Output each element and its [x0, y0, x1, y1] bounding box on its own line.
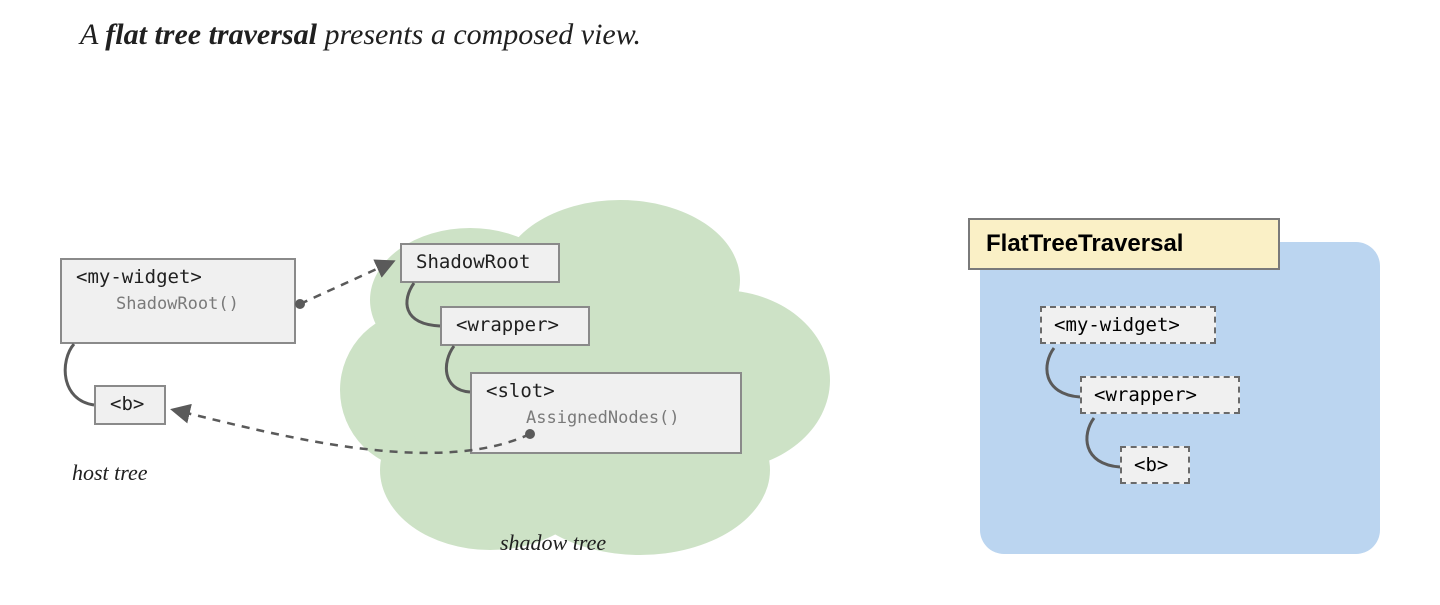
host-my-widget-label: <my-widget> — [76, 266, 202, 288]
host-my-widget-method: ShadowRoot() — [76, 294, 280, 314]
flat-my-widget-node: <my-widget> — [1040, 306, 1216, 344]
shadow-wrapper-label: <wrapper> — [456, 314, 559, 336]
shadow-tree-caption: shadow tree — [500, 530, 606, 556]
heading-bold: flat tree traversal — [105, 18, 317, 51]
host-tree-caption: host tree — [72, 460, 148, 486]
shadow-root-label: ShadowRoot — [416, 251, 530, 273]
host-b-label: <b> — [110, 393, 144, 415]
shadow-slot-node: <slot> AssignedNodes() — [470, 372, 742, 454]
shadow-slot-label: <slot> — [486, 380, 555, 402]
shadow-root-node: ShadowRoot — [400, 243, 560, 283]
edge-root-to-wrapper — [407, 283, 440, 326]
heading-prefix: A — [80, 18, 105, 51]
edge-shadowroot-reference — [295, 262, 392, 309]
host-b-node: <b> — [94, 385, 166, 425]
diagram-stage: A flat tree traversal presents a compose… — [0, 0, 1440, 605]
edge-wrapper-to-slot — [446, 346, 470, 392]
flat-b-node: <b> — [1120, 446, 1190, 484]
heading-suffix: presents a composed view. — [317, 18, 641, 51]
edge-widget-to-b — [65, 344, 94, 405]
shadow-wrapper-node: <wrapper> — [440, 306, 590, 346]
page-heading: A flat tree traversal presents a compose… — [80, 18, 641, 52]
flat-wrapper-node: <wrapper> — [1080, 376, 1240, 414]
flat-tree-title: FlatTreeTraversal — [968, 218, 1280, 270]
host-my-widget-node: <my-widget> ShadowRoot() — [60, 258, 296, 344]
shadow-slot-method: AssignedNodes() — [486, 408, 726, 428]
